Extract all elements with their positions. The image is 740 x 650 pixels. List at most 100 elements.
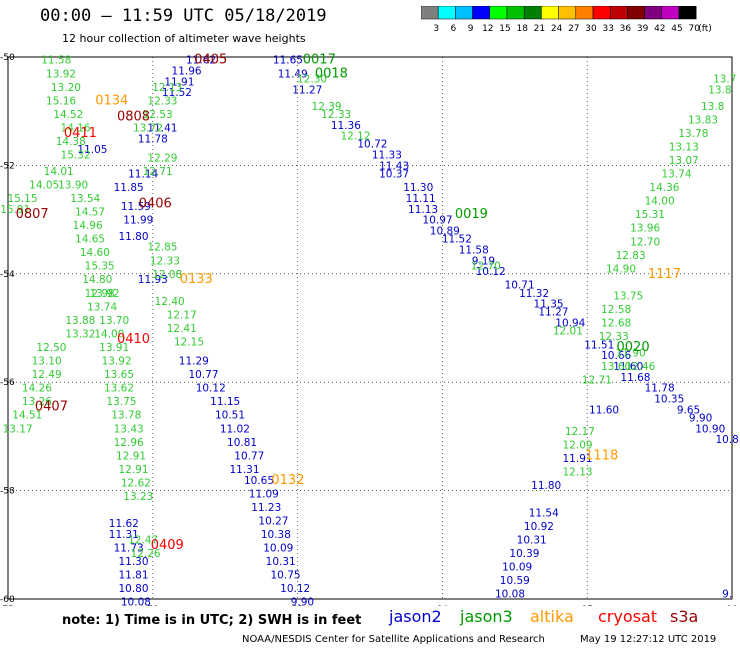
y-tick-label: -50 [0,53,15,63]
wave-height-label: 13.23 [123,491,153,503]
wave-height-label: 12.15 [174,337,204,349]
wave-height-label: 13.78 [678,128,708,140]
wave-height-label: 11.02 [220,423,250,435]
wave-height-label: 13.20 [51,82,81,94]
wave-height-label: 10.89 [430,225,460,237]
wave-height-label: 13.75 [613,290,643,302]
wave-height-label: 12.62 [121,477,151,489]
wave-height-label: 11.62 [109,518,139,530]
wave-height-label: 11.23 [251,502,281,514]
wave-height-label: 11.58 [459,244,489,256]
wave-height-label: 12.85 [147,242,177,254]
pass-time-label: 0808 [117,110,150,125]
wave-height-label: 11.93 [138,274,168,286]
wave-height-label: 9.19 [472,255,495,267]
wave-height-label: 11.51 [584,339,614,351]
pass-time-label: 0411 [64,126,97,141]
wave-height-label: 12.68 [601,318,631,330]
wave-height-label: 10.90 [695,423,725,435]
chart-subtitle: 12 hour collection of altimeter wave hei… [62,32,306,45]
wave-height-label: 15.91 [0,204,30,216]
wave-height-label: 10.81 [227,437,257,449]
x-tick-label: 87 [581,605,592,606]
wave-height-label: 13.74 [87,301,117,313]
wave-height-label: 11.62 [186,55,216,67]
wave-height-label: 11.80 [531,480,561,492]
wave-height-label: 12.26 [131,548,161,560]
wave-height-label: 12.33 [321,109,351,121]
wave-height-label: 11.68 [620,372,650,384]
wave-height-label: 10.59 [500,575,530,587]
wave-height-label: 13.8 [708,85,731,97]
wave-height-label: 12.40 [155,296,185,308]
wave-height-label: 10.92 [524,521,554,533]
wave-height-label: 12.70 [630,236,660,248]
wave-height-label: 10.37 [379,169,409,181]
satellite-legend-jason3: jason3 [460,607,513,626]
wave-height-label: 11.32 [519,288,549,300]
wave-height-label: 12.29 [147,152,177,164]
pass-time-label: 0407 [35,400,68,415]
pass-time-label: 0133 [180,272,213,287]
pass-time-label: 0020 [617,340,650,355]
colorbar-tick-label: 42 [654,24,665,34]
wave-height-label: 14.01 [44,166,74,178]
wave-height-label: 12.46 [625,361,655,373]
wave-height-label: 9.65 [677,404,700,416]
wave-height-label: 15.35 [85,261,115,273]
satellite-legend-altika: altika [530,607,574,626]
y-tick-label: -56 [0,378,15,388]
wave-height-label: 12.71 [582,374,612,386]
colorbar-unit-label: (ft) [698,24,712,34]
colorbar-tick-label: 9 [468,24,474,34]
pass-time-label: 0018 [315,66,348,81]
wave-height-label: 12.96 [114,437,144,449]
colorbar-tick-label: 24 [551,24,563,34]
wave-height-label: 12.49 [32,369,62,381]
wave-height-label: 10.75 [271,570,301,582]
colorbar-tick-label: 33 [602,24,613,34]
wave-height-label: 11.60 [613,361,643,373]
wave-height-label: 9.90 [689,412,712,424]
wave-height-label: 13.74 [661,169,691,181]
wave-height-label: 10.31 [266,556,296,568]
wave-height-label: 11.09 [249,488,279,500]
wave-height-label: 12.33 [150,255,180,267]
wave-height-label: 13.32 [65,328,95,340]
wave-height-label: 10.09 [502,561,532,573]
wave-height-label: 14.00 [645,196,675,208]
wave-height-label: 10.66 [601,350,631,362]
satellite-legend-jason2: jason2 [389,607,442,626]
wave-height-label: 15.15 [7,193,37,205]
wave-height-label: 14.60 [80,247,110,259]
pass-time-label: 0406 [139,196,172,211]
wave-height-label: 11.96 [172,66,202,78]
wave-height-label: 11.54 [529,507,559,519]
wave-height-label: 11.30 [118,556,148,568]
colorbar-tick-label: 6 [451,24,457,34]
x-tick-label: 84 [437,605,449,606]
pass-time-label: 0405 [194,53,227,68]
wave-height-label: 10.39 [509,548,539,560]
wave-height-label: 10.12 [476,266,506,278]
y-tick-label: -58 [0,487,15,497]
wave-height-label: 14.51 [12,410,42,422]
colorbar-swatch [678,6,697,20]
x-tick-label: 75 [2,605,13,606]
wave-height-label: 10.77 [188,369,218,381]
wave-height-label: 13.90 [58,179,88,191]
wave-height-label: 11.78 [138,133,168,145]
wave-height-label: 11.49 [278,68,308,80]
wave-height-label: 12.53 [143,109,173,121]
pass-time-label: 0019 [455,207,488,222]
wave-height-label: 13.62 [104,383,134,395]
wave-height-label: 9. [722,589,732,601]
wave-height-label: 14.96 [73,220,103,232]
wave-height-label: 14.57 [75,206,105,218]
wave-height-label: 12.91 [118,464,148,476]
colorbar-tick-label: 12 [482,24,493,34]
wave-height-label: 10.12 [280,583,310,595]
pass-time-label: 0410 [117,332,150,347]
wave-height-label: 10.97 [423,215,453,227]
colorbar-tick-label: 18 [516,24,528,34]
